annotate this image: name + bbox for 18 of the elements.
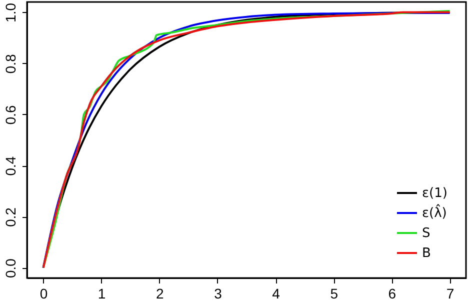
y-tick-label: 0.8 <box>2 54 18 74</box>
x-tick-label: 3 <box>214 286 222 302</box>
legend-label: ε(1) <box>422 186 448 201</box>
x-tick-label: 1 <box>98 286 106 302</box>
x-tick-label: 7 <box>446 286 454 302</box>
legend-label: S <box>422 226 430 241</box>
x-tick-label: 6 <box>388 286 396 302</box>
y-tick-label: 1.0 <box>2 2 18 22</box>
x-tick-label: 2 <box>156 286 164 302</box>
legend-label: ε(λ̂) <box>422 204 447 221</box>
y-tick-label: 0.6 <box>2 105 18 125</box>
x-tick-label: 4 <box>272 286 280 302</box>
x-tick-label: 0 <box>40 286 48 302</box>
y-tick-label: 0.4 <box>2 156 18 176</box>
y-tick-label: 0.2 <box>2 207 18 227</box>
y-tick-label: 0.0 <box>2 258 18 278</box>
x-tick-label: 5 <box>330 286 338 302</box>
legend-label: B <box>422 246 431 261</box>
